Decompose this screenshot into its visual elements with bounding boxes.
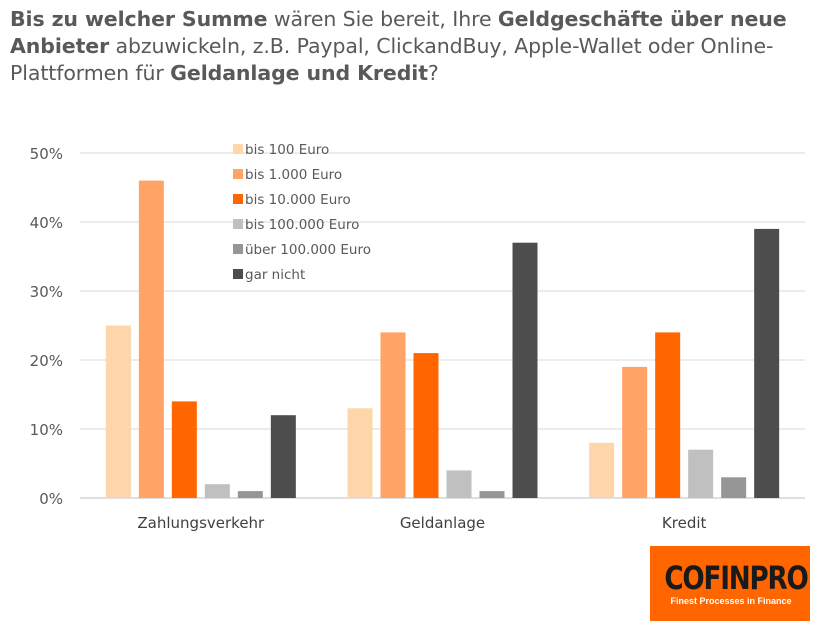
bar: [479, 491, 505, 498]
y-tick-label: 30%: [30, 283, 63, 301]
title-part: ?: [427, 61, 439, 85]
logo-tagline: Finest Processes in Finance: [670, 596, 792, 606]
legend-label: bis 100 Euro: [245, 142, 329, 158]
title-part: Bis zu welcher Summe: [10, 7, 268, 31]
legend-swatch: [233, 269, 243, 279]
bar: [270, 415, 296, 498]
x-tick-label: Geldanlage: [400, 514, 485, 532]
legend-label: bis 100.000 Euro: [245, 217, 359, 233]
title-part: Geldgeschäfte über neue Anbieter: [10, 7, 787, 58]
bar: [446, 470, 472, 498]
legend-swatch: [233, 144, 243, 154]
bar: [655, 332, 681, 498]
bar: [138, 180, 164, 498]
bar: [380, 332, 406, 498]
bar: [413, 353, 439, 498]
chart-title: Bis zu welcher Summe wären Sie bereit, I…: [10, 6, 822, 87]
title-part: wären Sie bereit, Ihre: [267, 7, 498, 31]
logo-wordmark: COFINPRO: [664, 559, 808, 597]
bar: [204, 484, 230, 498]
company-logo: COFINPRO Finest Processes in Finance: [650, 546, 810, 621]
legend-label: bis 10.000 Euro: [245, 192, 351, 208]
title-part: abzuwickeln, z.B. Paypal, ClickandBuy, A…: [10, 34, 774, 85]
bar: [105, 325, 131, 498]
bar: [721, 477, 747, 498]
bar: [171, 401, 197, 498]
y-tick-label: 50%: [30, 145, 63, 163]
title-part: Geldanlage und Kredit: [170, 61, 428, 85]
legend-swatch: [233, 194, 243, 204]
bar: [589, 442, 615, 498]
x-tick-label: Kredit: [662, 514, 707, 532]
legend-swatch: [233, 219, 243, 229]
bar: [237, 491, 263, 498]
legend-swatch: [233, 244, 243, 254]
legend-label: gar nicht: [245, 267, 305, 283]
bar: [622, 366, 648, 498]
y-tick-label: 0%: [39, 490, 63, 508]
y-tick-label: 20%: [30, 352, 63, 370]
y-tick-label: 40%: [30, 214, 63, 232]
legend-label: über 100.000 Euro: [245, 242, 371, 258]
y-tick-label: 10%: [30, 421, 63, 439]
x-tick-label: Zahlungsverkehr: [137, 514, 265, 532]
legend-label: bis 1.000 Euro: [245, 167, 342, 183]
bar: [688, 449, 714, 498]
bar: [754, 228, 780, 498]
bar: [347, 408, 373, 498]
bar: [512, 242, 538, 498]
legend-swatch: [233, 169, 243, 179]
